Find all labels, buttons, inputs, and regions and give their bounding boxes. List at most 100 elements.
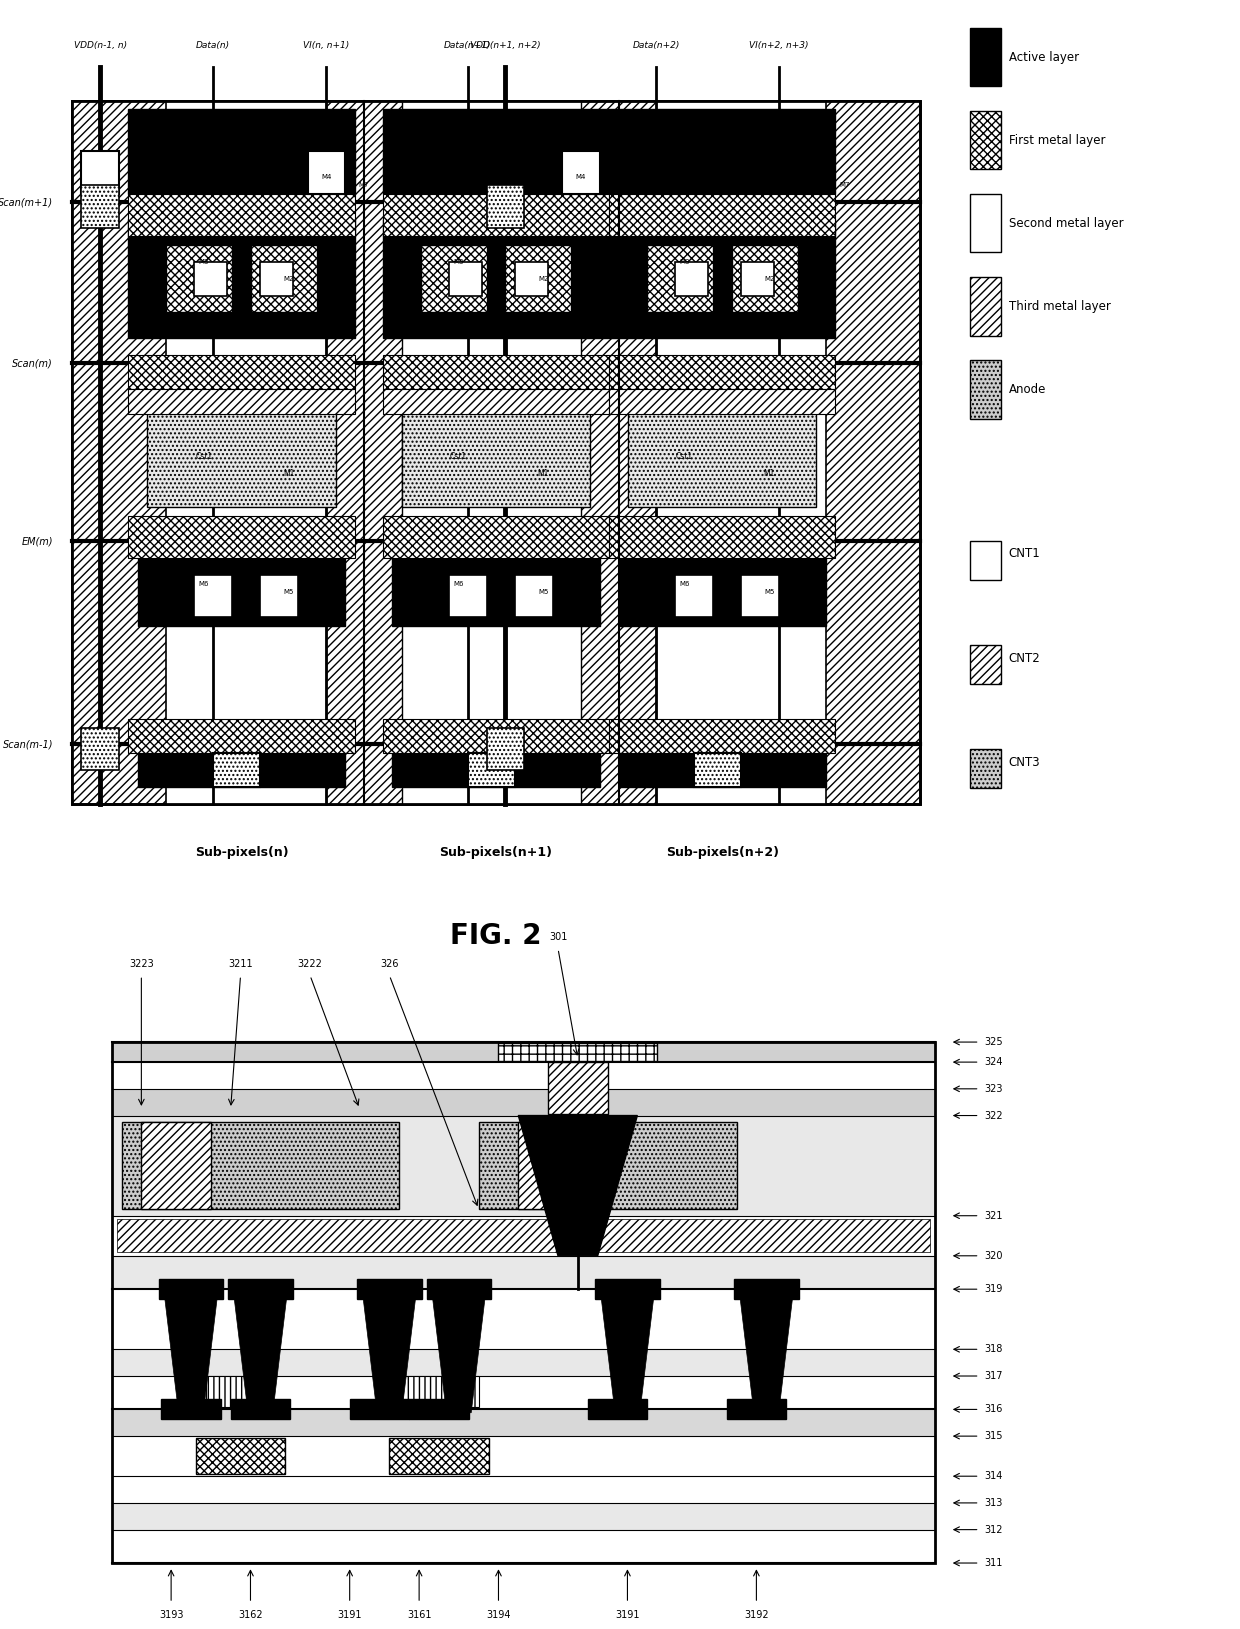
Bar (694, 753, 742, 787)
Bar (742, 262, 774, 295)
Bar (734, 1279, 799, 1300)
Polygon shape (164, 1289, 218, 1412)
Bar (970, 277, 1001, 336)
Bar (409, 1399, 469, 1419)
Bar (166, 101, 365, 803)
Text: VDD(n-1, n): VDD(n-1, n) (73, 41, 126, 50)
Bar (72, 101, 166, 803)
Bar (389, 1438, 489, 1474)
Bar (732, 244, 797, 313)
Bar (166, 244, 232, 313)
Bar (196, 1438, 285, 1474)
Text: M1: M1 (537, 469, 549, 477)
Bar (129, 355, 355, 389)
Bar (449, 575, 486, 617)
Bar (970, 194, 1001, 252)
Text: M5: M5 (764, 590, 775, 595)
Text: 321: 321 (985, 1210, 1003, 1220)
Text: Data(n): Data(n) (196, 41, 231, 50)
Bar (647, 244, 713, 313)
Bar (518, 1122, 588, 1209)
Text: CNT3: CNT3 (1009, 756, 1040, 769)
Text: Sub-pixels(n+1): Sub-pixels(n+1) (439, 845, 553, 858)
Bar (727, 1399, 786, 1419)
Bar (112, 1409, 935, 1437)
Text: M3: M3 (198, 259, 210, 264)
Bar (383, 355, 609, 389)
Polygon shape (432, 1289, 486, 1412)
Bar (112, 1043, 935, 1062)
Bar (970, 749, 1001, 788)
Bar (609, 220, 836, 337)
Text: 3211: 3211 (228, 958, 253, 969)
Bar (308, 151, 345, 194)
Bar (112, 1476, 935, 1504)
Text: M6: M6 (680, 580, 689, 586)
Text: M4: M4 (321, 174, 331, 179)
Bar (498, 1043, 657, 1060)
Text: 324: 324 (985, 1057, 1003, 1067)
Bar (260, 262, 294, 295)
Bar (82, 186, 119, 228)
Text: 314: 314 (985, 1471, 1003, 1481)
Text: M4: M4 (802, 174, 812, 179)
Bar (72, 101, 920, 803)
Bar (580, 101, 656, 803)
Text: 3193: 3193 (159, 1609, 184, 1619)
Polygon shape (600, 1289, 655, 1412)
Bar (112, 1437, 935, 1476)
Text: M2: M2 (284, 275, 294, 282)
Polygon shape (233, 1289, 288, 1412)
Bar (548, 1062, 608, 1114)
Text: M6: M6 (198, 580, 210, 586)
Text: M2: M2 (538, 275, 548, 282)
Text: 3192: 3192 (744, 1609, 769, 1619)
Bar (148, 397, 336, 507)
Bar (826, 101, 920, 803)
Bar (609, 516, 836, 559)
Text: CNT2: CNT2 (1009, 652, 1040, 665)
Bar (228, 1279, 293, 1300)
Bar (72, 101, 920, 803)
Text: CNT1: CNT1 (1009, 547, 1040, 560)
Polygon shape (739, 1289, 794, 1412)
Bar (112, 1088, 935, 1116)
Bar (129, 194, 355, 236)
Bar (449, 262, 482, 295)
Text: Data(n+1): Data(n+1) (444, 41, 491, 50)
Text: 318: 318 (985, 1344, 1003, 1354)
Text: 3191: 3191 (337, 1609, 362, 1619)
Bar (138, 753, 345, 787)
Bar (260, 575, 298, 617)
Text: Scan(m+1): Scan(m+1) (0, 197, 53, 207)
Text: FIG. 2: FIG. 2 (450, 922, 542, 950)
Bar (112, 1062, 935, 1088)
Bar (970, 541, 1001, 580)
Text: VDD(n+1, n+2): VDD(n+1, n+2) (470, 41, 541, 50)
Text: M6: M6 (453, 580, 464, 586)
Text: 325: 325 (985, 1038, 1003, 1047)
Text: 315: 315 (985, 1432, 1003, 1442)
Text: Cst1: Cst1 (195, 451, 212, 461)
Bar (427, 1279, 491, 1300)
Text: 313: 313 (985, 1499, 1003, 1508)
Text: M5: M5 (284, 590, 294, 595)
Text: 3222: 3222 (298, 958, 322, 969)
Bar (112, 1349, 935, 1377)
Bar (161, 1399, 221, 1419)
Bar (112, 1215, 935, 1256)
Bar (970, 111, 1001, 169)
Bar (479, 1122, 737, 1209)
Bar (383, 516, 609, 559)
Bar (357, 1279, 422, 1300)
Bar (129, 516, 355, 559)
Text: Cst1: Cst1 (450, 451, 467, 461)
Text: VI(n+2, n+3): VI(n+2, n+3) (749, 41, 808, 50)
Text: 323: 323 (985, 1083, 1003, 1093)
Text: 3162: 3162 (238, 1609, 263, 1619)
Bar (970, 28, 1001, 86)
Text: M2: M2 (764, 275, 775, 282)
Bar (970, 645, 1001, 684)
Bar (129, 109, 355, 194)
Text: VI(n, n+1): VI(n, n+1) (304, 41, 350, 50)
